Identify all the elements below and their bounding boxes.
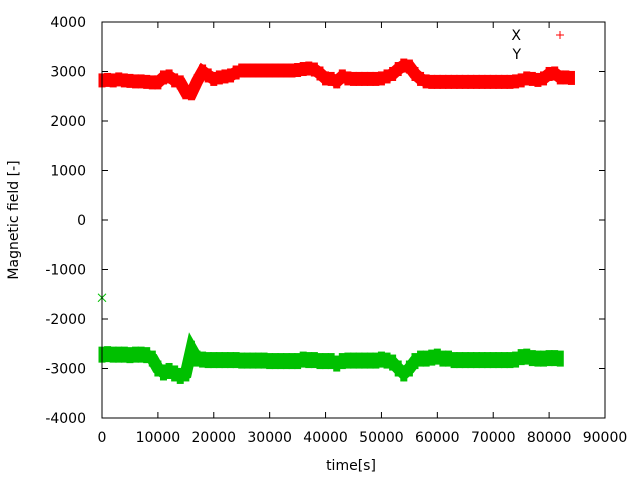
series-band xyxy=(101,59,572,100)
axis-ticks: 0 10000 20000 30000 40000 50000 60000 70000 8000… xyxy=(45,15,627,446)
x-tick-label: 70000 xyxy=(471,430,516,446)
x-tick-label: 20000 xyxy=(192,430,237,446)
y-tick-label: 0 xyxy=(77,213,86,229)
legend-marker-x xyxy=(556,31,564,39)
x-tick-label: 50000 xyxy=(359,430,404,446)
legend-label-x: X xyxy=(511,28,521,44)
y-axis-label: Magnetic field [-] xyxy=(6,160,22,279)
series-band xyxy=(101,332,561,383)
x-tick-label: 10000 xyxy=(136,430,181,446)
legend-label-y: Y xyxy=(511,47,521,63)
y-tick-label: 2000 xyxy=(50,114,86,130)
series-y xyxy=(98,332,564,384)
x-tick-label: 40000 xyxy=(303,430,348,446)
x-tick-label: 0 xyxy=(98,430,107,446)
x-tick-label: 60000 xyxy=(415,430,460,446)
x-tick-label: 90000 xyxy=(583,430,628,446)
y-tick-label: -3000 xyxy=(45,362,86,378)
y-tick-label: 4000 xyxy=(50,15,86,31)
legend: X Y xyxy=(511,28,564,63)
x-tick-label: 80000 xyxy=(527,430,572,446)
y-tick-label: -1000 xyxy=(45,263,86,279)
data-marks xyxy=(97,58,575,384)
y-tick-label: -4000 xyxy=(45,411,86,427)
series-x xyxy=(98,58,575,101)
y-tick-label: 3000 xyxy=(50,65,86,81)
y-tick-label: -2000 xyxy=(45,312,86,328)
x-tick-label: 30000 xyxy=(247,430,292,446)
y-tick-label: 1000 xyxy=(50,164,86,180)
x-axis-label: time[s] xyxy=(326,458,376,474)
